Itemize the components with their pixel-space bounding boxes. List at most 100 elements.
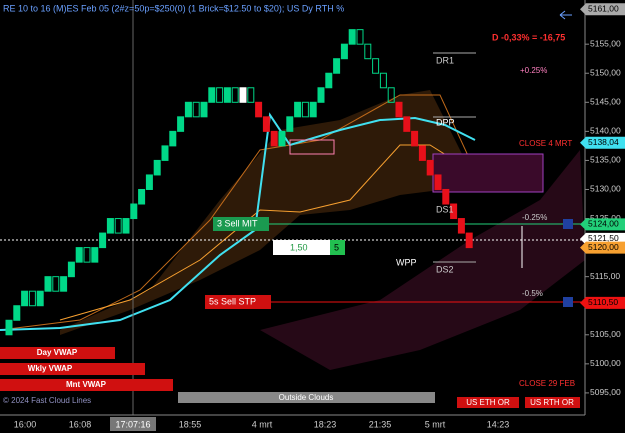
cloud-label[interactable]: Outside Clouds [279, 393, 334, 402]
price-label: 5095,00 [590, 387, 621, 397]
brick [255, 101, 263, 118]
cancel-button[interactable] [563, 297, 573, 307]
vwap-label[interactable]: Mnt VWAP [66, 380, 107, 389]
brick [457, 218, 465, 234]
session-label[interactable]: US RTH OR [530, 398, 574, 407]
band-line [59, 144, 471, 321]
brick [403, 116, 411, 132]
price-label: 5145,00 [590, 97, 621, 107]
brick [387, 87, 395, 103]
session-button[interactable] [525, 397, 580, 408]
annotation: CLOSE 29 FEB [519, 379, 575, 388]
brick [130, 203, 138, 220]
brick [247, 87, 255, 103]
brick [161, 145, 169, 161]
time-label: 17:07:16 [115, 419, 150, 429]
qty[interactable]: 5 [334, 242, 339, 252]
time-labels: 16:00 16:08 17:07:16 18:55 4 mrt 18:23 2… [14, 419, 510, 429]
brick [434, 174, 442, 190]
band-line [0, 94, 471, 331]
brick [286, 116, 294, 132]
time-label: 16:08 [69, 419, 92, 429]
order-tag[interactable] [205, 295, 271, 309]
time-label: 5 mrt [425, 419, 446, 429]
time-label: 18:55 [179, 419, 202, 429]
cancel-button[interactable] [563, 219, 573, 229]
daily-change: D -0,33% = -16,75 [492, 32, 565, 42]
brick [262, 116, 270, 132]
session-button[interactable] [457, 397, 519, 408]
brick [13, 305, 21, 321]
brick [325, 72, 333, 89]
brick [21, 290, 29, 307]
zone-box [432, 153, 544, 193]
time-label: 21:35 [369, 419, 392, 429]
price-tag-label: 5161,00 [588, 4, 619, 14]
brick [278, 130, 286, 147]
brick [99, 232, 107, 249]
annotation: CLOSE 4 MRT [519, 139, 572, 148]
brick [200, 101, 208, 118]
brick [223, 87, 231, 103]
order-label[interactable]: 3 Sell MIT [217, 218, 258, 228]
brick [442, 188, 450, 205]
brick [177, 116, 185, 132]
price-tag [580, 136, 625, 149]
brick [91, 247, 99, 263]
price-tag-label: 5110,50 [588, 297, 618, 307]
price-tag-label: 5120,00 [588, 242, 619, 252]
price-tag-label: 5138,04 [588, 137, 619, 147]
order-label[interactable]: 5s Sell STP [209, 296, 256, 306]
qty-price[interactable]: 1,50 [290, 242, 308, 252]
brick [114, 218, 122, 234]
brick [75, 247, 83, 263]
order-tag[interactable] [213, 217, 269, 231]
brick [309, 101, 317, 118]
price-tag [580, 3, 625, 16]
brick [301, 101, 309, 118]
cloud [260, 150, 585, 370]
qty-box[interactable] [330, 240, 345, 255]
brick [28, 290, 36, 307]
back-arrow[interactable] [559, 10, 572, 20]
brick [270, 130, 278, 147]
bricks [5, 29, 473, 336]
price-label: 5100,00 [590, 358, 621, 368]
annotation: -0.5% [522, 289, 543, 298]
brick [418, 145, 426, 161]
session-label[interactable]: US ETH OR [466, 398, 510, 407]
vwap-button[interactable] [0, 363, 145, 375]
brick [83, 247, 91, 263]
price-label: 5135,00 [590, 155, 621, 165]
time-label: 16:00 [14, 419, 37, 429]
price-tag [580, 296, 625, 309]
qty-box[interactable] [273, 240, 330, 255]
brick [192, 101, 200, 118]
brick [348, 29, 356, 45]
brick [216, 87, 224, 103]
title: RE 10 to 16 (M)ES Feb 05 (2#z=50p=$250(0… [3, 3, 344, 13]
annotation: +0.25% [520, 66, 547, 75]
price-tag [580, 241, 625, 254]
vwap-label[interactable]: Day VWAP [37, 348, 78, 357]
brick [450, 203, 458, 220]
vwap-button[interactable] [0, 379, 173, 391]
brick [36, 290, 44, 307]
brick [379, 72, 387, 89]
annotation: DS2 [436, 264, 454, 274]
brick [465, 232, 473, 249]
vwap-label[interactable]: Wkly VWAP [28, 364, 73, 373]
brick [153, 159, 161, 176]
zone-box [289, 139, 335, 155]
cloud-button[interactable] [178, 392, 435, 403]
brick [395, 101, 403, 118]
brick [340, 43, 348, 60]
brick [411, 130, 419, 147]
price-label: 5140,00 [590, 126, 621, 136]
brick [52, 276, 60, 292]
time-label: 18:23 [314, 419, 337, 429]
brick [106, 218, 114, 234]
vwap-button[interactable] [0, 347, 115, 359]
time-label: 4 mrt [252, 419, 273, 429]
